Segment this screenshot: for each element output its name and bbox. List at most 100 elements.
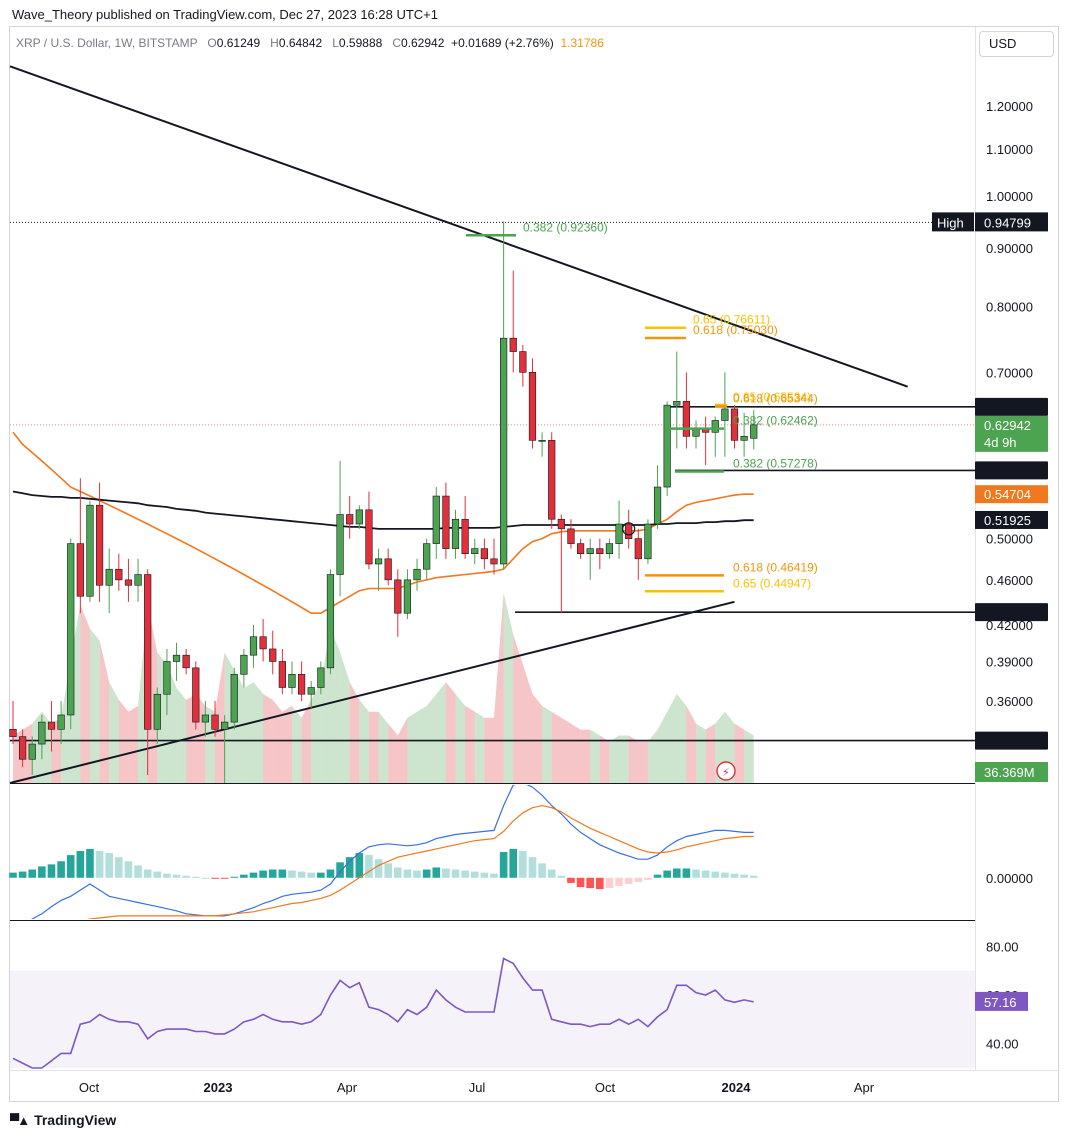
- volume-segment: [551, 711, 562, 783]
- low-label: L: [332, 36, 339, 50]
- close-label: C: [392, 36, 401, 50]
- candle-body: [365, 509, 373, 565]
- ema-price-tag: [975, 485, 1048, 504]
- macd-histogram-bar: [365, 855, 373, 878]
- tradingview-logo[interactable]: ▀▲ TradingView: [10, 1112, 116, 1128]
- volume-segment: [282, 705, 292, 783]
- volume-segment: [407, 711, 418, 783]
- macd-histogram-bar: [326, 869, 335, 878]
- candle-body: [134, 574, 142, 586]
- macd-histogram-bar: [634, 877, 643, 882]
- macd-histogram-bar: [509, 848, 518, 878]
- macd-histogram-bar: [28, 869, 37, 878]
- candle-body: [374, 558, 383, 565]
- candle-body: [682, 401, 690, 437]
- tradingview-logo-icon: ▀▲: [10, 1113, 30, 1128]
- volume-segment: [445, 682, 456, 783]
- macd-histogram-bar: [95, 850, 104, 878]
- symbol-name[interactable]: XRP / U.S. Dollar, 1W, BITSTAMP: [16, 36, 198, 50]
- volume-segment: [417, 705, 427, 783]
- macd-histogram-bar: [663, 870, 671, 878]
- level-price-tag: [975, 731, 1048, 750]
- ema-price-tag-text: 0.54704: [984, 487, 1031, 502]
- level-price-tag: [975, 461, 1048, 480]
- high-label: H: [270, 36, 279, 50]
- chart-frame: [9, 26, 1059, 1102]
- candle-body: [211, 714, 219, 730]
- macd-histogram-bar: [182, 875, 190, 878]
- rsi-value-text: 57.16: [984, 995, 1017, 1010]
- high-marker-label: High: [937, 215, 964, 230]
- volume-segment: [474, 711, 485, 783]
- high-value: 0.64842: [278, 36, 323, 50]
- macd-signal-line: [87, 804, 754, 919]
- ema-price-tag: [975, 510, 1048, 529]
- macd-lines: [30, 785, 754, 919]
- macd-histogram-bar: [682, 868, 691, 878]
- trendline: [9, 65, 908, 388]
- volume-segment: [542, 705, 552, 783]
- volume-segment: [667, 693, 677, 783]
- macd-histogram-bar: [586, 877, 594, 889]
- candle-body: [538, 440, 546, 442]
- current-price-tag: [975, 415, 1048, 452]
- fib-level-label: 0.65 (0.44947): [733, 576, 811, 590]
- volume-segment: [272, 699, 283, 783]
- volume-segment: [744, 729, 754, 783]
- countdown-text: 4d 9h: [984, 435, 1017, 450]
- macd-histogram-bar: [442, 868, 450, 878]
- macd-histogram-bar: [249, 872, 258, 878]
- macd-histogram-bar: [605, 877, 614, 889]
- macd-histogram-bar: [576, 877, 585, 888]
- volume-segment: [465, 705, 475, 783]
- macd-histogram-bar: [66, 855, 75, 878]
- macd-histogram-bar: [749, 875, 758, 878]
- candle-body: [317, 667, 325, 688]
- macd-histogram-bar: [259, 870, 267, 878]
- volume-segment: [359, 699, 369, 783]
- open-value: 0.61249: [216, 36, 261, 50]
- macd-zero-tick: 0.00000: [986, 871, 1033, 886]
- candle-body: [346, 514, 354, 525]
- price-tick-label: 1.20000: [986, 99, 1033, 114]
- fib-level-label: 0.382 (0.57278): [733, 456, 818, 470]
- volume-segment: [263, 693, 273, 783]
- macd-histogram-bar: [730, 873, 739, 878]
- price-tick-label: 1.00000: [986, 189, 1033, 204]
- candle-body: [115, 568, 123, 581]
- fib-level-label: 0.65 (0.76611): [693, 313, 770, 327]
- lightning-glyph: ⚡: [722, 767, 730, 779]
- fib-level-label: 0.382 (0.62462): [733, 414, 818, 428]
- macd-histogram-bar: [374, 859, 383, 878]
- volume-segment: [253, 682, 264, 783]
- candle-body: [500, 337, 508, 565]
- candle-body: [76, 543, 84, 597]
- macd-histogram-bar: [470, 871, 479, 878]
- fib-level-label: 0.65 (0.65534): [733, 390, 811, 404]
- currency-button[interactable]: USD: [979, 31, 1054, 57]
- macd-histogram-bar: [557, 875, 566, 878]
- symbol-legend: XRP / U.S. Dollar, 1W, BITSTAMP O0.61249…: [16, 36, 604, 50]
- macd-histogram-bar: [163, 873, 171, 878]
- publisher-caption: Wave_Theory published on TradingView.com…: [12, 7, 438, 22]
- price-tick-label: 0.70000: [986, 365, 1033, 380]
- candle-body: [240, 654, 248, 675]
- macd-histogram-bar: [547, 869, 556, 878]
- volume-segment: [455, 693, 466, 783]
- candle-body: [269, 648, 277, 662]
- macd-histogram-bar: [567, 877, 575, 883]
- candle-body: [644, 523, 652, 560]
- trendline: [9, 600, 735, 784]
- volume-segment: [494, 593, 504, 783]
- volume-segment: [368, 711, 379, 783]
- macd-histogram-bar: [134, 865, 142, 878]
- volume-segment: [397, 717, 408, 783]
- macd-histogram-bar: [644, 877, 652, 880]
- fib-level-label: 0.618 (0.75030): [693, 323, 778, 337]
- macd-histogram-bar: [76, 850, 85, 878]
- candle-body: [336, 514, 344, 575]
- macd-histogram-bar: [624, 877, 633, 884]
- rsi-tick-label: 40.00: [986, 1037, 1019, 1052]
- volume-segment: [109, 682, 119, 783]
